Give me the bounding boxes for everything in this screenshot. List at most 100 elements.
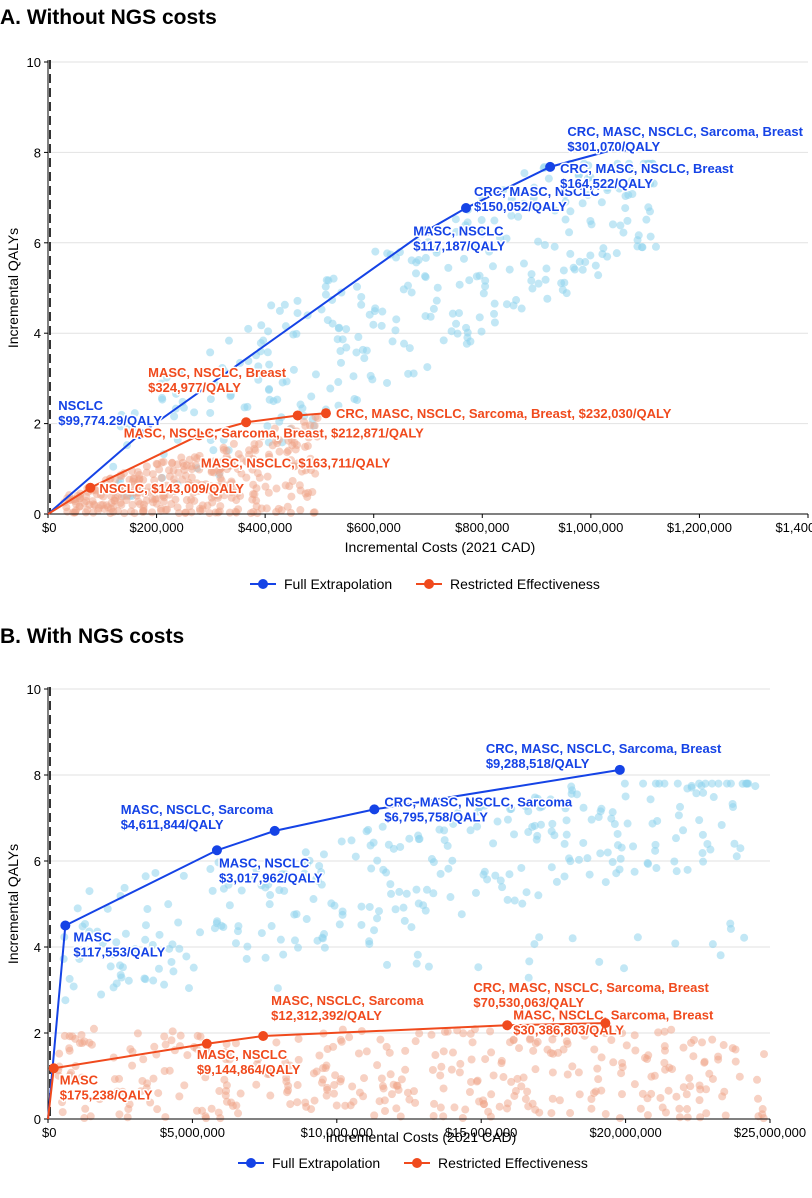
restricted-sim-point: [331, 1071, 340, 1080]
full-sim-point: [399, 903, 408, 912]
restricted-sim-point: [377, 1074, 386, 1083]
full-sim-point: [449, 819, 458, 828]
restricted-sim-point: [548, 1035, 557, 1044]
full-sim-point: [459, 254, 468, 263]
full-sim-point: [371, 304, 380, 313]
restricted-sim-point: [705, 1069, 714, 1078]
restricted-label-halo: MASC, NSCLC, Breast: [148, 365, 287, 380]
full-sim-point: [613, 159, 622, 168]
full-frontier-label: MASC, NSCLC: [219, 855, 310, 870]
restricted-sim-point: [631, 1046, 640, 1055]
restricted-sim-point: [89, 508, 98, 517]
full-label-halo: $150,052/QALY: [474, 199, 567, 214]
restricted-sim-point: [306, 466, 315, 475]
full-sim-point: [465, 276, 474, 285]
full-sim-point: [405, 344, 414, 353]
full-sim-point: [670, 857, 679, 866]
restricted-sim-point: [175, 1092, 184, 1101]
restricted-sim-point: [264, 450, 273, 459]
restricted-sim-point: [348, 1082, 357, 1091]
restricted-sim-point: [233, 489, 242, 498]
full-sim-point: [370, 926, 379, 935]
full-sim-point: [130, 409, 139, 418]
restricted-sim-point: [468, 1038, 477, 1047]
full-sim-point: [485, 247, 494, 256]
restricted-sim-point: [100, 504, 109, 513]
y-tick-label: 10: [27, 55, 41, 70]
x-tick-label: $600,000: [347, 520, 401, 535]
full-sim-point: [535, 933, 544, 942]
full-sim-point: [206, 408, 215, 417]
full-sim-point: [628, 189, 637, 198]
restricted-sim-point: [82, 497, 91, 506]
full-sim-point: [550, 242, 559, 251]
restricted-sim-point: [198, 1106, 207, 1115]
restricted-frontier-label: MASC, NSCLC, Sarcoma, Breast, $212,871/Q…: [124, 425, 424, 440]
full-sim-point: [623, 819, 632, 828]
restricted-sim-point: [401, 1065, 410, 1074]
full-sim-point: [298, 404, 307, 413]
full-sim-point: [117, 410, 126, 419]
restricted-sim-point: [139, 507, 148, 516]
x-tick-label: $10,000,000: [301, 1125, 373, 1140]
full-sim-point: [265, 900, 274, 909]
full-sim-point: [387, 889, 396, 898]
full-sim-point: [275, 306, 284, 315]
restricted-sim-point: [262, 504, 271, 513]
restricted-sim-point: [159, 457, 168, 466]
full-sim-point: [505, 265, 514, 274]
full-sim-point: [613, 829, 622, 838]
restricted-sim-point: [309, 1069, 318, 1078]
full-sim-point: [466, 826, 475, 835]
full-sim-point: [625, 159, 634, 168]
restricted-sim-point: [720, 1087, 729, 1096]
full-label-halo: $9,288,518/QALY: [486, 756, 590, 771]
full-sim-point: [212, 381, 221, 390]
restricted-sim-point: [81, 508, 90, 517]
full-sim-point: [85, 887, 94, 896]
full-sim-point: [311, 370, 320, 379]
restricted-sim-point: [272, 1038, 281, 1047]
full-frontier-label: $117,187/QALY: [413, 239, 505, 254]
full-sim-point: [510, 830, 519, 839]
restricted-frontier-label: CRC, MASC, NSCLC, Sarcoma, Breast: [473, 980, 709, 995]
restricted-sim-point: [301, 421, 310, 430]
restricted-sim-point: [149, 1074, 158, 1083]
restricted-sim-point: [221, 1091, 230, 1100]
restricted-sim-point: [165, 490, 174, 499]
full-sim-point: [378, 822, 387, 831]
full-sim-point: [581, 258, 590, 267]
full-sim-point: [112, 938, 121, 947]
full-sim-point: [424, 238, 433, 247]
restricted-sim-point: [274, 504, 283, 513]
restricted-sim-point: [392, 1081, 401, 1090]
full-sim-point: [206, 865, 215, 874]
restricted-sim-point: [296, 486, 305, 495]
full-sim-point: [533, 794, 542, 803]
restricted-frontier-label: MASC, NSCLC, $163,711/QALY: [201, 455, 391, 470]
full-sim-point: [701, 779, 710, 788]
full-sim-point: [708, 779, 717, 788]
full-sim-point: [178, 397, 187, 406]
restricted-sim-point: [149, 498, 158, 507]
restricted-sim-point: [60, 1031, 69, 1040]
restricted-sim-point: [227, 477, 236, 486]
restricted-sim-point: [202, 461, 211, 470]
restricted-sim-point: [689, 1052, 698, 1061]
restricted-sim-point: [86, 1112, 95, 1121]
full-sim-point: [289, 365, 298, 374]
full-sim-point: [644, 859, 653, 868]
full-sim-point: [244, 324, 253, 333]
restricted-frontier-label: MASC, NSCLC, Sarcoma, Breast: [513, 1007, 714, 1022]
full-sim-point: [367, 864, 376, 873]
full-sim-point: [520, 169, 529, 178]
full-sim-point: [413, 950, 422, 959]
full-label-halo: MASC, NSCLC: [219, 855, 310, 870]
full-label-halo: $117,187/QALY: [413, 239, 505, 254]
restricted-sim-point: [195, 451, 204, 460]
full-sim-point: [254, 362, 263, 371]
full-sim-point: [320, 930, 329, 939]
restricted-sim-point: [708, 1035, 717, 1044]
restricted-sim-point: [275, 447, 284, 456]
full-sim-point: [335, 323, 344, 332]
